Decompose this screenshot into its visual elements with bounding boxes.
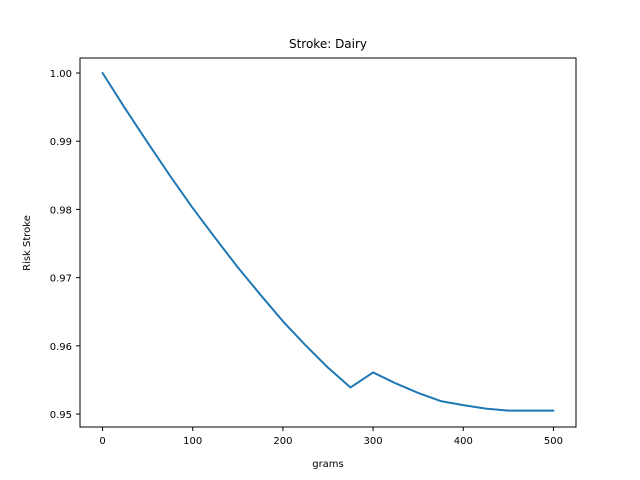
x-tick-label: 0 xyxy=(99,436,105,447)
x-tick-label: 100 xyxy=(183,436,202,447)
x-axis-label: grams xyxy=(312,459,344,470)
plot-area: 0 100 200 300 400 500 0.95 0.96 0.97 0.98 0.99 1.00 xyxy=(50,57,577,447)
chart-title: Stroke: Dairy xyxy=(289,37,367,51)
plot-frame xyxy=(79,57,577,428)
y-tick-label: 0.97 xyxy=(50,274,72,285)
x-tick-label: 400 xyxy=(454,436,473,447)
y-tick-label: 1.00 xyxy=(50,69,72,80)
series-line-0 xyxy=(101,72,555,412)
x-tick-label: 500 xyxy=(544,436,563,447)
y-tick-label: 0.95 xyxy=(50,410,72,421)
y-tick-label: 0.98 xyxy=(50,205,72,216)
x-tick-label: 200 xyxy=(273,436,292,447)
y-axis-label: Risk Stroke xyxy=(22,215,33,271)
y-tick-label: 0.96 xyxy=(50,342,72,353)
x-tick-label: 300 xyxy=(364,436,383,447)
y-tick-label: 0.99 xyxy=(50,137,72,148)
